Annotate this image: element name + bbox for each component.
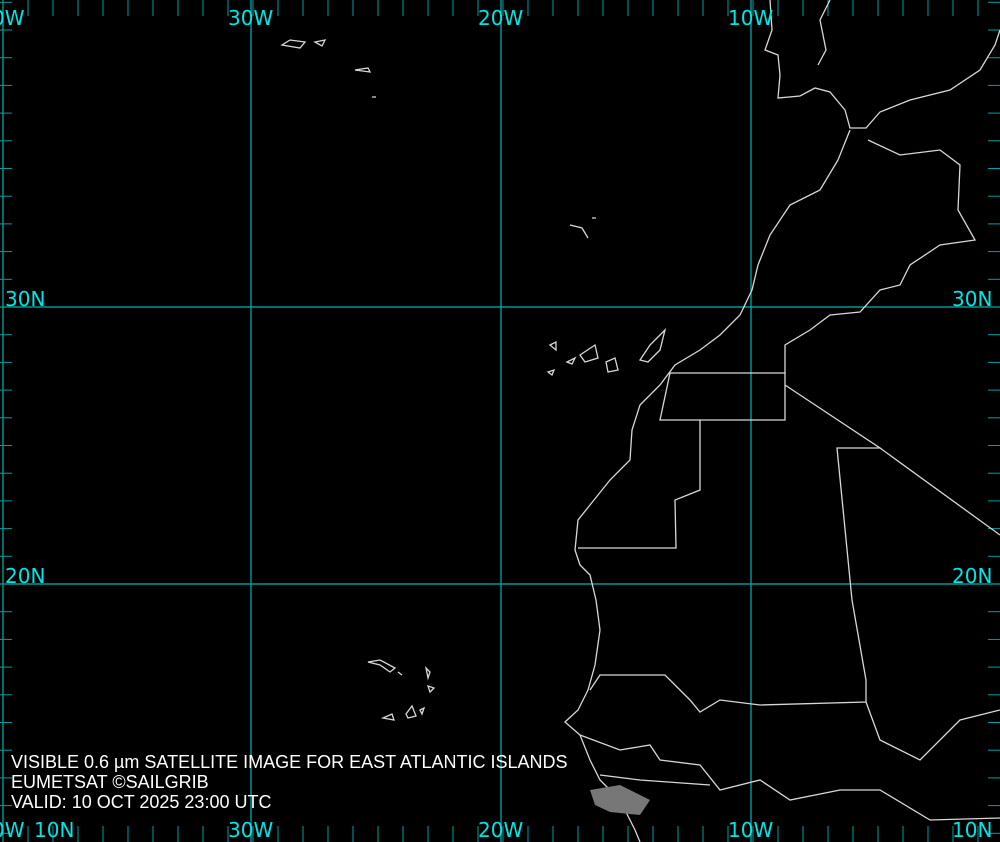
mauritania-border: [589, 373, 883, 713]
western-sahara-border: [578, 372, 701, 549]
algeria-border: [879, 447, 1000, 536]
top-label-10w: 10W: [728, 6, 774, 30]
top-label-20w: 20W: [478, 6, 524, 30]
bottom-label-40w: 0W: [0, 818, 25, 842]
right-label-20n: 20N: [952, 564, 993, 588]
left-label-30n: 30N: [5, 287, 46, 311]
coastlines: [280, 0, 1000, 842]
canary-islands: [546, 327, 667, 377]
top-label-40w: 0W: [0, 6, 25, 30]
spain-north: [817, 0, 831, 66]
guinea-coast: [599, 774, 711, 786]
caption-title: VISIBLE 0.6 µm SATELLITE IMAGE FOR EAST …: [11, 752, 568, 772]
caption-credit: EUMETSAT ©SAILGRIB: [11, 772, 209, 792]
caption-valid-time: VALID: 10 OCT 2025 23:00 UTC: [11, 792, 272, 812]
madeira-azores: [280, 39, 376, 98]
madeira: [569, 217, 596, 239]
morocco-border: [670, 139, 977, 374]
left-label-20n: 20N: [5, 564, 46, 588]
cloud-patch: [590, 785, 650, 815]
morocco-coast: [564, 129, 851, 842]
cape-verde-islands: [367, 659, 436, 721]
bottom-label-20w: 20W: [478, 818, 524, 842]
bottom-label-30w: 30W: [228, 818, 274, 842]
right-label-10n: 10N: [952, 818, 993, 842]
right-label-30n: 30N: [952, 287, 993, 311]
bottom-label-10w: 10W: [728, 818, 774, 842]
mali-border: [865, 701, 1000, 761]
left-label-10n: 10N: [34, 818, 75, 842]
top-label-30w: 30W: [228, 6, 274, 30]
iberia-coast: [764, 0, 1000, 129]
senegal-gambia: [579, 734, 1000, 821]
